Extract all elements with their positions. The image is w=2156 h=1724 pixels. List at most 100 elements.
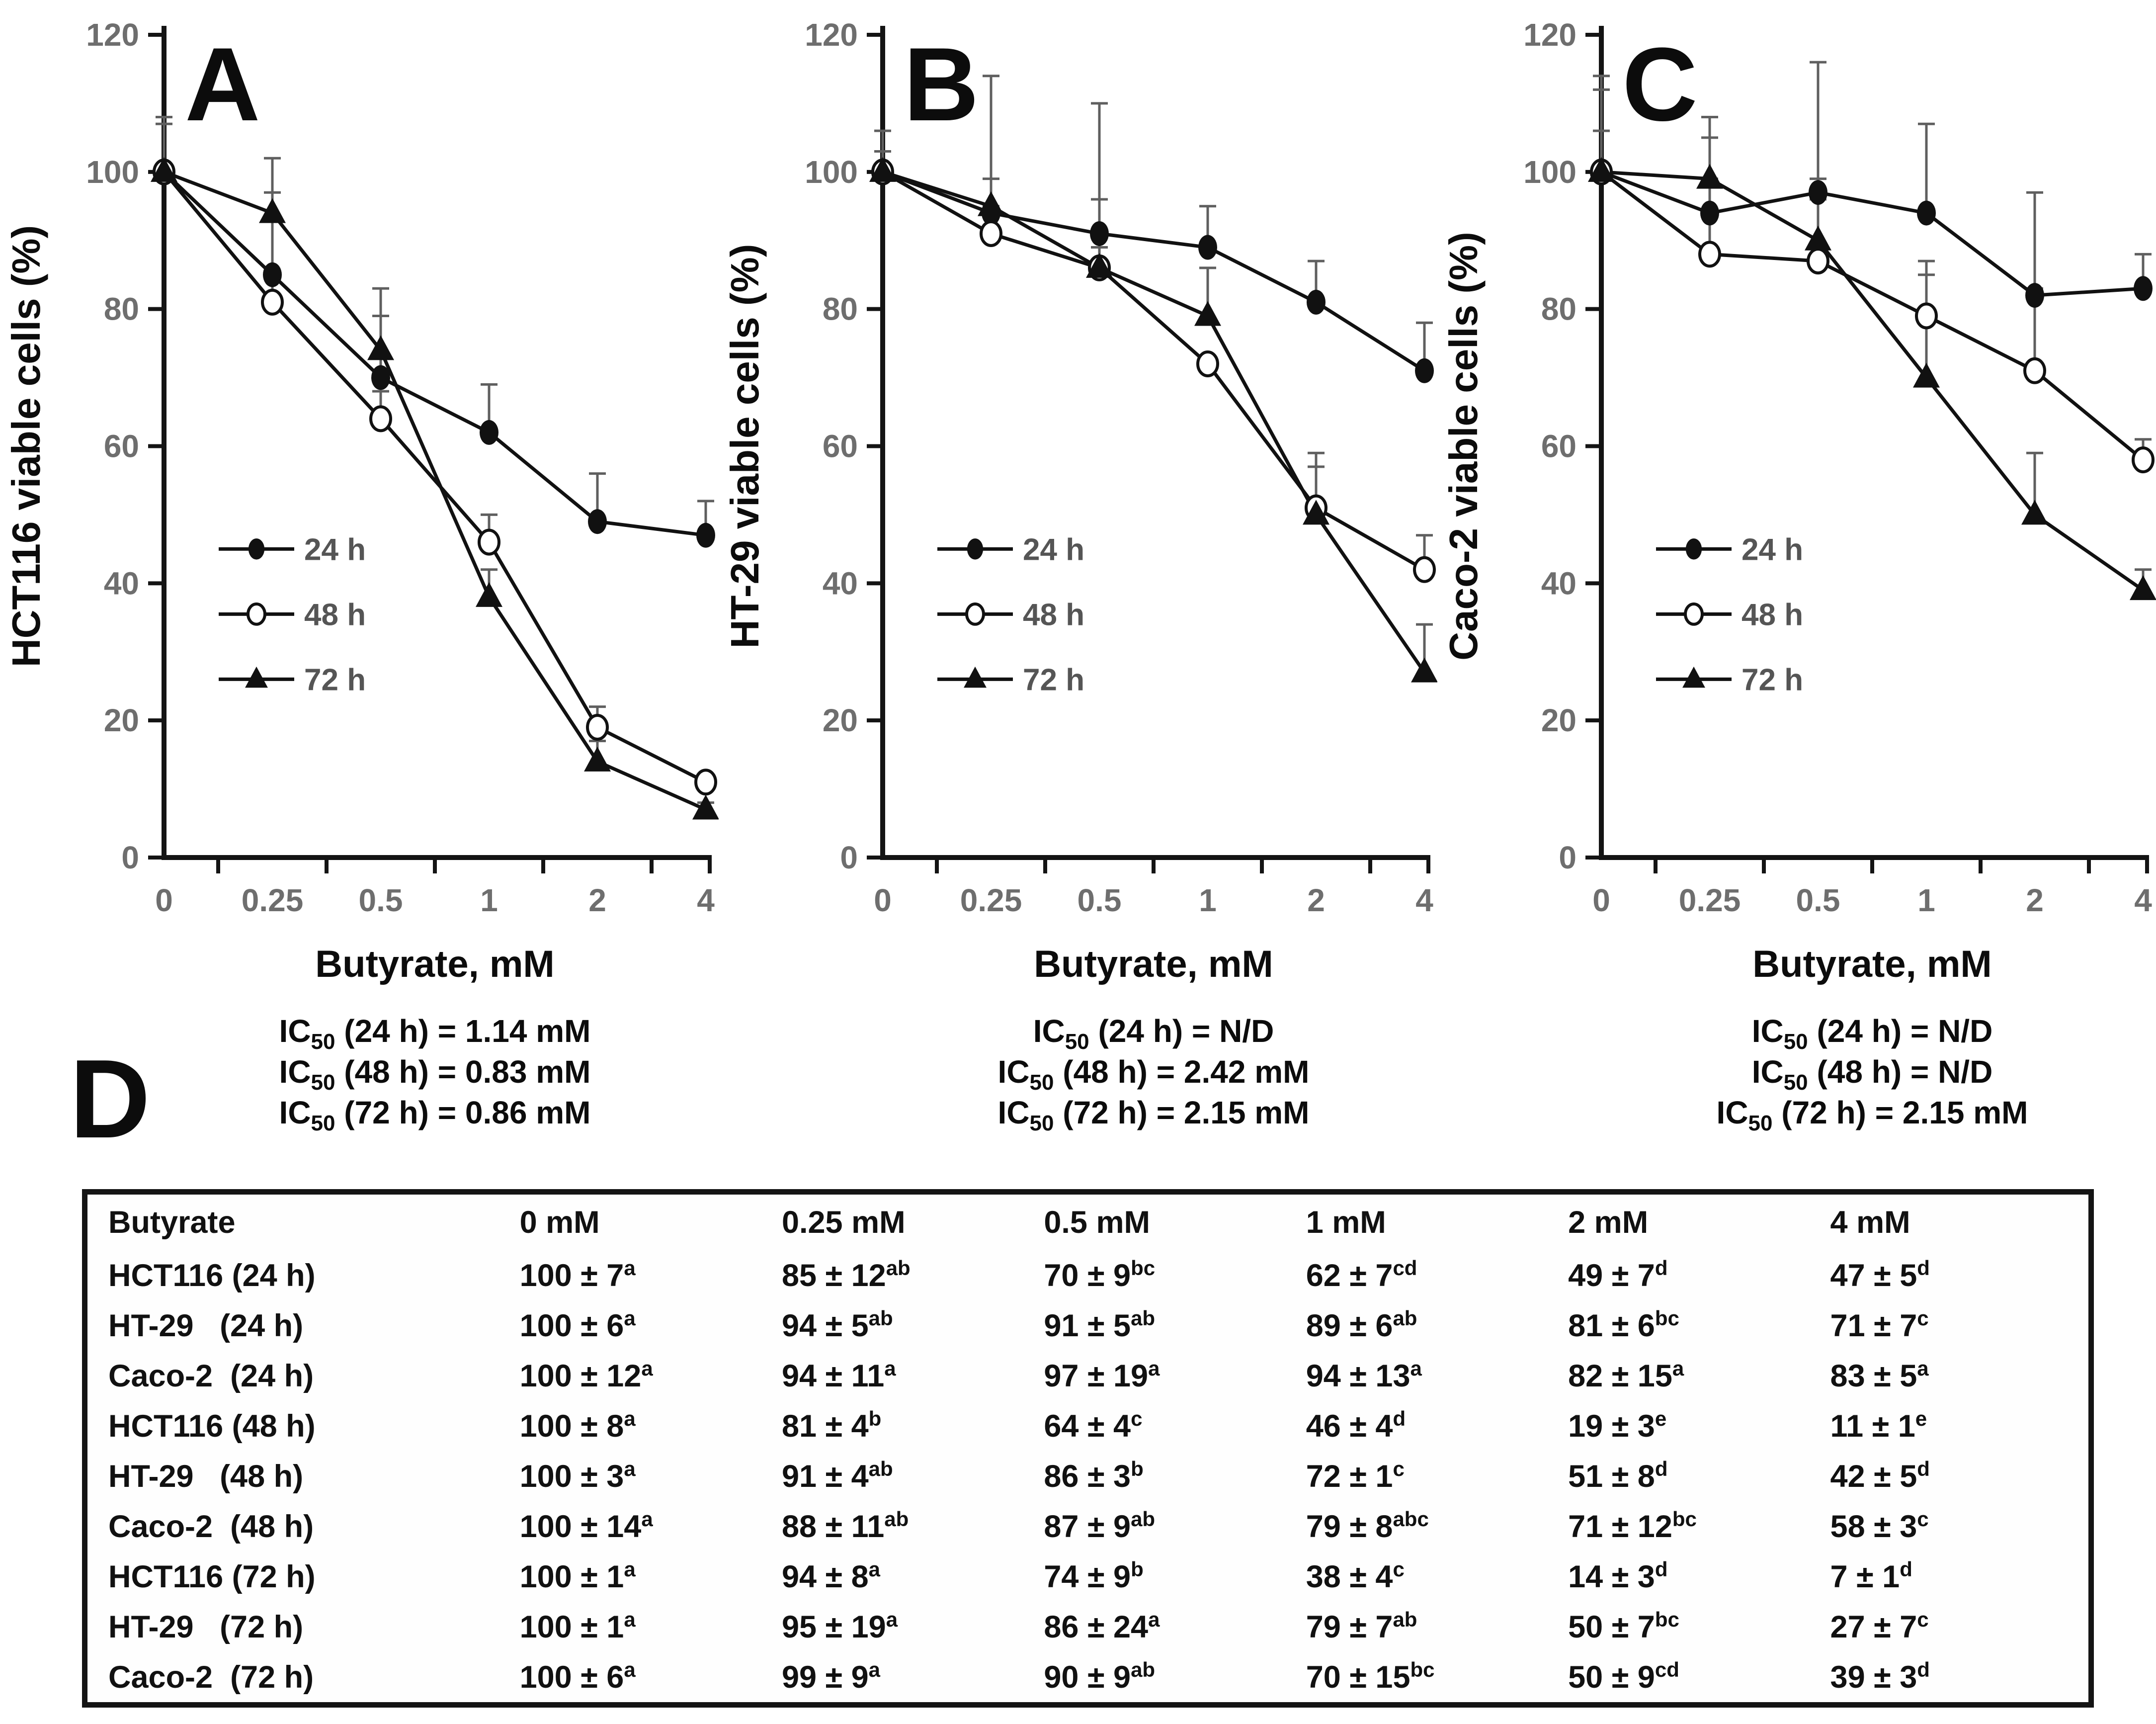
- y-tick-label: 20: [104, 702, 139, 738]
- table-cell: 94 ± 5ab: [781, 1306, 893, 1343]
- subscript: 50: [1748, 1111, 1773, 1135]
- table-cell: 51 ± 8d: [1568, 1457, 1668, 1494]
- ic50-annotation: IC50 (48 h) = N/D: [1751, 1054, 1993, 1095]
- open-circle-marker: [980, 220, 1002, 247]
- x-tick-label: 4: [2134, 882, 2152, 918]
- y-tick-label: 100: [1523, 154, 1576, 190]
- table-cell: 100 ± 1a: [519, 1607, 636, 1644]
- superscript: a: [624, 1557, 636, 1581]
- results-table-body: HCT116 (24 h) 100 ± 7a 85 ± 12ab 70 ± 9bc 62…: [87, 1250, 2088, 1702]
- x-tick-label: 2: [2026, 882, 2044, 918]
- table-cell: 100 ± 12a: [519, 1356, 653, 1393]
- superscript: e: [1655, 1406, 1667, 1430]
- table-cell: 27 ± 7c: [1830, 1607, 1929, 1644]
- filled-triangle-marker: [1805, 225, 1831, 251]
- filled-triangle-marker: [476, 582, 502, 607]
- superscript: a: [1672, 1356, 1684, 1380]
- table-cell: 81 ± 4b: [781, 1406, 882, 1444]
- y-tick-label: 60: [104, 429, 139, 464]
- table-cell: 94 ± 11a: [781, 1356, 896, 1393]
- open-circle-marker: [586, 713, 609, 741]
- table-cell: 19 ± 3e: [1568, 1406, 1667, 1444]
- filled-triangle-marker: [2130, 575, 2156, 601]
- y-tick-label: 20: [823, 702, 858, 738]
- chart-panel-a: 0 20 40 60 80 100 120 0 0.25 0.5 1 2 4 HCT116 viable …: [0, 0, 719, 1135]
- table-row-label: HCT116 (24 h): [108, 1258, 316, 1293]
- x-tick-label: 2: [1307, 882, 1325, 918]
- superscript: a: [624, 1457, 636, 1480]
- open-circle-marker: [1915, 302, 1938, 330]
- table-row-label: HT-29 (48 h): [108, 1459, 304, 1494]
- table-cell: 58 ± 3c: [1830, 1507, 1929, 1544]
- table-row-label: HCT116 (48 h): [108, 1408, 316, 1444]
- table-header-cell: 0 mM: [519, 1205, 600, 1240]
- x-tick-label: 4: [1415, 882, 1433, 918]
- superscript: d: [1917, 1657, 1930, 1681]
- x-tick-label: 4: [697, 882, 715, 918]
- open-circle-marker: [478, 528, 500, 556]
- y-tick-label: 120: [805, 17, 858, 53]
- table-cell: 79 ± 7ab: [1306, 1607, 1417, 1644]
- open-circle-marker: [694, 769, 717, 796]
- superscript: a: [641, 1356, 653, 1380]
- table-row: HT-29 (48 h) 100 ± 3a 91 ± 4ab 86 ± 3b 72 ± …: [87, 1451, 2088, 1501]
- ic50-annotation: IC50 (72 h) = 0.86 mM: [279, 1095, 591, 1135]
- filled-circle-marker: [248, 538, 265, 560]
- legend-label: 24 h: [1023, 532, 1084, 567]
- subscript: 50: [311, 1070, 335, 1095]
- filled-triangle-marker: [1588, 157, 1615, 182]
- table-row: HT-29 (24 h) 100 ± 6a 94 ± 5ab 91 ± 5ab 89 ±…: [87, 1300, 2088, 1351]
- table-cell: 99 ± 9a: [781, 1657, 881, 1695]
- x-tick-label: 1: [1917, 882, 1935, 918]
- filled-circle-marker: [967, 538, 984, 560]
- superscript: a: [624, 1607, 636, 1631]
- x-tick-label: 1: [480, 882, 498, 918]
- y-tick-label: 100: [86, 154, 139, 190]
- table-cell: 38 ± 4c: [1306, 1557, 1405, 1594]
- table-cell: 100 ± 6a: [519, 1657, 636, 1695]
- table-cell: 100 ± 7a: [519, 1256, 636, 1293]
- superscript: ab: [1393, 1306, 1417, 1330]
- superscript: ab: [1131, 1657, 1156, 1681]
- superscript: d: [1655, 1457, 1668, 1480]
- superscript: bc: [1655, 1306, 1679, 1330]
- series-line: [163, 170, 707, 811]
- table-cell: 39 ± 3d: [1830, 1657, 1930, 1695]
- superscript: bc: [1131, 1256, 1156, 1280]
- series-line: [882, 170, 1425, 571]
- table-cell: 95 ± 19a: [781, 1607, 898, 1644]
- results-table-head: Butyrate 0 mM 0.25 mM 0.5 mM 1 mM 2 mM 4 mM: [87, 1195, 2088, 1250]
- chart-panel-b: 0 20 40 60 80 100 120 0 0.25 0.5 1 2 4 HT-29 viable c…: [719, 0, 1437, 1135]
- superscript: a: [624, 1306, 636, 1330]
- superscript: ab: [868, 1306, 893, 1330]
- table-cell: 7 ± 1d: [1830, 1557, 1912, 1594]
- table-row-label: HCT116 (72 h): [108, 1559, 316, 1594]
- y-tick-label: 80: [823, 291, 858, 327]
- superscript: a: [1148, 1607, 1160, 1631]
- filled-circle-marker: [1809, 180, 1827, 205]
- y-tick-label: 100: [805, 154, 858, 190]
- filled-circle-marker: [696, 522, 715, 548]
- superscript: a: [884, 1356, 896, 1380]
- filled-triangle-marker: [1303, 500, 1329, 525]
- y-tick-label: 120: [1523, 17, 1576, 53]
- panel-letter: C: [1622, 26, 1698, 143]
- y-tick-label: 60: [1541, 429, 1576, 464]
- chart-c-canvas: 0 20 40 60 80 100 120 0 0.25 0.5 1 2 4 Caco-2 viable …: [1441, 17, 2156, 985]
- x-tick-label: 0: [1592, 882, 1610, 918]
- table-cell: 70 ± 9bc: [1044, 1256, 1156, 1293]
- table-cell: 81 ± 6bc: [1568, 1306, 1679, 1343]
- y-tick-label: 80: [104, 291, 139, 327]
- chart-b-canvas: 0 20 40 60 80 100 120 0 0.25 0.5 1 2 4 HT-29 viable c…: [723, 17, 1437, 985]
- table-cell: 83 ± 5a: [1830, 1356, 1929, 1393]
- table-row: HT-29 (72 h) 100 ± 1a 95 ± 19a 86 ± 24a 79 ±…: [87, 1602, 2088, 1652]
- subscript: 50: [1029, 1111, 1054, 1135]
- superscript: c: [1393, 1557, 1405, 1581]
- table-row-label: Caco-2 (24 h): [108, 1358, 314, 1393]
- superscript: a: [868, 1657, 881, 1681]
- y-tick-label: 40: [1541, 565, 1576, 601]
- subscript: 50: [1029, 1070, 1054, 1095]
- superscript: c: [1917, 1607, 1929, 1631]
- filled-circle-marker: [1198, 235, 1217, 260]
